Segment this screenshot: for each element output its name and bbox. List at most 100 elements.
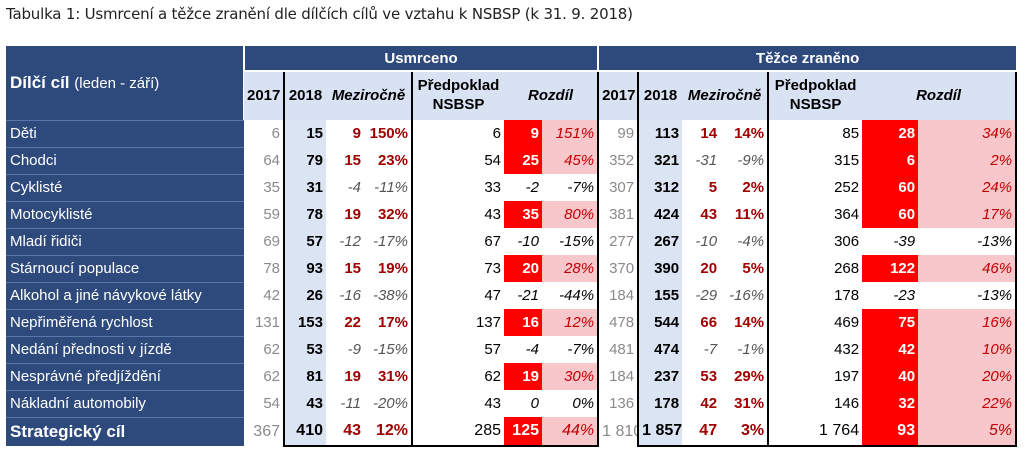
t-predpoklad-value: 146	[767, 390, 863, 417]
t-2018-value: 267	[637, 228, 683, 255]
t-rozdil-value: 75	[862, 309, 919, 336]
u-mezirocne-pct: 12%	[364, 417, 412, 447]
u-mezirocne-diff: 43	[326, 417, 364, 447]
u-rozdil-pct: 30%	[542, 363, 600, 390]
u-rozdil-pct: 28%	[542, 255, 600, 282]
t-predpoklad-value: 364	[767, 201, 863, 228]
t-predpoklad-value: 432	[767, 336, 863, 363]
t-2017-value: 478	[598, 309, 639, 336]
col-u-2017: 2017	[244, 71, 284, 120]
u-mezirocne-diff: -11	[340, 395, 361, 412]
t-mezirocne-diff: 53	[700, 368, 718, 385]
u-2017-value: 367	[244, 417, 284, 446]
u-rozdil-value: -10	[504, 228, 542, 255]
col-u-mezirocne: Meziročně	[326, 70, 412, 120]
row-name: Cyklisté	[6, 173, 244, 201]
u-rozdil-value: -2	[504, 174, 542, 201]
t-rozdil-value: -23	[862, 282, 919, 309]
u-mezirocne-pct: 17%	[377, 314, 408, 331]
u-2018-value: 93	[283, 255, 326, 282]
col-t-predpoklad-l2: NSBSP	[789, 96, 842, 113]
t-2017-value: 1 810	[598, 417, 639, 446]
u-2017-value: 35	[244, 174, 284, 201]
u-rozdil-value: -4	[504, 336, 542, 363]
t-rozdil-value: 60	[862, 174, 919, 201]
u-mezirocne-pct: 31%	[377, 368, 408, 385]
nsbsp-table: Dílčí cíl (leden - září) Usmrceno Těžce …	[6, 46, 1018, 447]
t-predpoklad-value: 1 764	[767, 417, 863, 447]
t-2017-value: 136	[598, 390, 639, 417]
row-name: Nákladní automobily	[6, 389, 244, 417]
u-2018-value: 153	[283, 309, 326, 336]
row-name: Nedání přednosti v jízdě	[6, 335, 244, 363]
table-row: Mladí řidiči 69 57 -12 -17% 67 -10 -15% …	[6, 227, 1018, 255]
u-mezirocne-diff: -9	[347, 341, 361, 358]
t-2017-value: 481	[598, 336, 639, 363]
u-2017-value: 6	[244, 120, 284, 147]
t-2017-value: 99	[598, 120, 639, 147]
u-predpoklad-value: 43	[411, 390, 504, 417]
u-predpoklad-value: 73	[411, 255, 504, 282]
u-predpoklad-value: 33	[411, 174, 504, 201]
t-predpoklad-value: 197	[767, 363, 863, 390]
row-name: Alkohol a jiné návykové látky	[6, 281, 244, 309]
t-rozdil-value: 42	[862, 336, 919, 363]
table-caption: Tabulka 1: Usmrcení a těžce zranění dle …	[6, 5, 633, 23]
t-rozdil-value: 32	[862, 390, 919, 417]
t-rozdil-value: 122	[862, 255, 919, 282]
u-2017-value: 62	[244, 336, 284, 363]
u-mezirocne-pct: -20%	[372, 395, 408, 412]
t-predpoklad-value: 306	[767, 228, 863, 255]
u-rozdil-pct: 80%	[542, 201, 600, 228]
u-2018-value: 53	[283, 336, 326, 363]
u-2018-value: 57	[283, 228, 326, 255]
group-usmrceno: Usmrceno	[242, 46, 600, 72]
table-row: Děti 6 15 9 150% 6 9 151% 99 113 14 14% …	[6, 119, 1018, 147]
t-rozdil-pct: 17%	[918, 201, 1018, 228]
u-2017-value: 69	[244, 228, 284, 255]
t-mezirocne-diff: -31	[695, 152, 718, 169]
t-2017-value: 370	[598, 255, 639, 282]
t-2018-value: 390	[637, 255, 683, 282]
table-row: Alkohol a jiné návykové látky 42 26 -16 …	[6, 281, 1018, 309]
u-2018-value: 26	[283, 282, 326, 309]
u-rozdil-pct: 0%	[542, 390, 600, 417]
u-rozdil-value: 35	[504, 201, 542, 228]
u-2018-value: 43	[283, 390, 326, 417]
t-2018-value: 474	[637, 336, 683, 363]
u-predpoklad-value: 47	[411, 282, 504, 309]
row-name: Nepřiměřená rychlost	[6, 308, 244, 336]
u-rozdil-pct: 44%	[542, 417, 600, 447]
t-mezirocne-pct: 14%	[734, 125, 765, 142]
u-mezirocne-diff: 15	[344, 260, 361, 277]
t-2017-value: 381	[598, 201, 639, 228]
table-row: Nákladní automobily 54 43 -11 -20% 43 0 …	[6, 389, 1018, 417]
t-predpoklad-value: 178	[767, 282, 863, 309]
col-u-predpoklad-l1: Předpoklad	[417, 77, 500, 95]
u-rozdil-pct: -7%	[542, 336, 600, 363]
u-rozdil-value: 20	[504, 255, 542, 282]
row-name: Stárnoucí populace	[6, 254, 244, 282]
t-2017-value: 352	[598, 147, 639, 174]
t-rozdil-value: 40	[862, 363, 919, 390]
t-2018-value: 237	[637, 363, 683, 390]
t-2018-value: 424	[637, 201, 683, 228]
t-mezirocne-diff: 5	[708, 179, 718, 196]
u-2017-value: 78	[244, 255, 284, 282]
row-name: Nesprávné předjíždění	[6, 362, 244, 390]
t-rozdil-pct: 10%	[918, 336, 1018, 363]
total-row: Strategický cíl 367 410 43 12% 285 125 4…	[6, 416, 1018, 447]
col-t-2018: 2018	[637, 70, 683, 120]
t-mezirocne-diff: -29	[695, 287, 718, 304]
u-mezirocne-pct: 23%	[377, 152, 408, 169]
u-rozdil-value: 0	[504, 390, 542, 417]
u-2018-value: 410	[283, 417, 326, 447]
table-row: Cyklisté 35 31 -4 -11% 33 -2 -7% 307 312…	[6, 173, 1018, 201]
u-2017-value: 62	[244, 363, 284, 390]
t-predpoklad-value: 85	[767, 120, 863, 147]
u-predpoklad-value: 137	[411, 309, 504, 336]
u-2018-value: 31	[283, 174, 326, 201]
u-2017-value: 59	[244, 201, 284, 228]
u-mezirocne-pct: -11%	[374, 179, 408, 196]
t-rozdil-pct: 46%	[918, 255, 1018, 282]
